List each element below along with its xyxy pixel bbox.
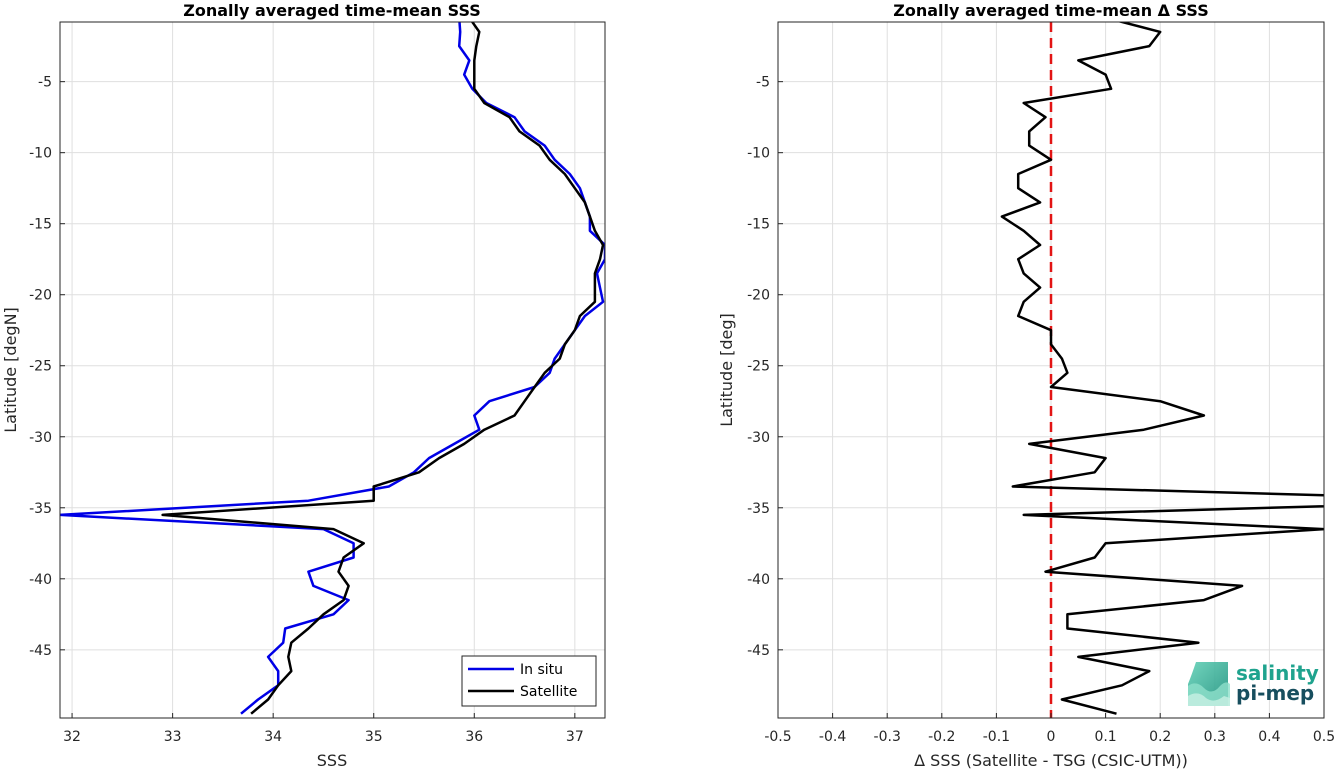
- chart-title: Zonally averaged time-mean Δ SSS: [893, 1, 1209, 20]
- y-tick-label: -40: [747, 572, 770, 588]
- x-axis-label: SSS: [317, 751, 347, 769]
- y-tick-label: -30: [747, 430, 770, 446]
- y-tick-label: -30: [29, 430, 52, 446]
- x-tick-label: -0.5: [764, 729, 791, 745]
- x-tick-label: -0.1: [983, 729, 1010, 745]
- chart-title: Zonally averaged time-mean SSS: [183, 1, 481, 20]
- plot-background: [60, 22, 605, 718]
- x-tick-label: 0.5: [1313, 729, 1335, 745]
- x-tick-label: 37: [566, 729, 584, 745]
- x-tick-label: 0: [1047, 729, 1056, 745]
- axes-box: [59, 21, 606, 719]
- x-tick-label: 32: [63, 729, 81, 745]
- series-lines: [1000, 22, 1324, 715]
- y-tick-label: -35: [747, 501, 770, 517]
- gridlines: [60, 22, 605, 718]
- y-axis-label: Latitude [degN]: [1, 307, 20, 433]
- x-tick-label: 34: [264, 729, 282, 745]
- y-tick-label: -10: [747, 146, 770, 162]
- x-tick-label: 0.1: [1094, 729, 1116, 745]
- y-tick-label: -15: [747, 217, 770, 233]
- sss-panel: 32 33 34 35 36 37 -5 -10 -15 -20 -25 -30 -35 -40 -45 Z…: [1, 1, 606, 769]
- x-tick-label: 0.2: [1149, 729, 1171, 745]
- salinity-pi-mep-logo: salinity pi-mep: [1188, 661, 1319, 706]
- y-tick-label: -35: [29, 501, 52, 517]
- y-tick-label: -10: [29, 146, 52, 162]
- x-tick-label: 0.4: [1258, 729, 1280, 745]
- x-tick-label: -0.4: [819, 729, 846, 745]
- y-tick-label: -45: [29, 643, 52, 659]
- x-tick-label: 36: [465, 729, 483, 745]
- x-tick-label: 33: [164, 729, 182, 745]
- y-tick-label: -25: [29, 359, 52, 375]
- waves-icon: [1188, 662, 1230, 706]
- legend-entry-satellite: Satellite: [520, 684, 577, 700]
- logo-text-line2: pi-mep: [1236, 681, 1314, 705]
- legend-box: [461, 655, 597, 707]
- logo-text-line1: salinity: [1236, 661, 1319, 685]
- x-tick-label: -0.2: [928, 729, 955, 745]
- x-tick-label: -0.3: [874, 729, 901, 745]
- x-axis-label: Δ SSS (Satellite - TSG (CSIC-UTM)): [914, 751, 1188, 769]
- series-lines: [60, 22, 605, 715]
- y-tick-label: -5: [756, 75, 770, 91]
- y-tick-label: -40: [29, 572, 52, 588]
- series-line-satellite: [161, 22, 605, 715]
- y-tick-label: -5: [38, 75, 52, 91]
- y-axis-label: Latitude [deg]: [717, 313, 736, 427]
- y-tick-label: -25: [747, 359, 770, 375]
- y-tick-label: -20: [29, 288, 52, 304]
- tick-labels: -0.5 -0.4 -0.3 -0.2 -0.1 0 0.1 0.2 0.3 0.4 0.5 -5 -1…: [747, 75, 1335, 745]
- y-tick-label: -45: [747, 643, 770, 659]
- y-tick-label: -20: [747, 288, 770, 304]
- tick-labels: 32 33 34 35 36 37 -5 -10 -15 -20 -25 -30 -35 -40 -45: [29, 75, 584, 745]
- legend-entry-in-situ: In situ: [520, 662, 563, 678]
- legend: In situ Satellite: [461, 655, 597, 707]
- series-line-difference: [1000, 22, 1324, 715]
- delta-sss-panel: -0.5 -0.4 -0.3 -0.2 -0.1 0 0.1 0.2 0.3 0.4 0.5 -5 -1…: [717, 1, 1335, 769]
- x-tick-label: 35: [365, 729, 383, 745]
- x-tick-label: 0.3: [1204, 729, 1226, 745]
- y-tick-label: -15: [29, 217, 52, 233]
